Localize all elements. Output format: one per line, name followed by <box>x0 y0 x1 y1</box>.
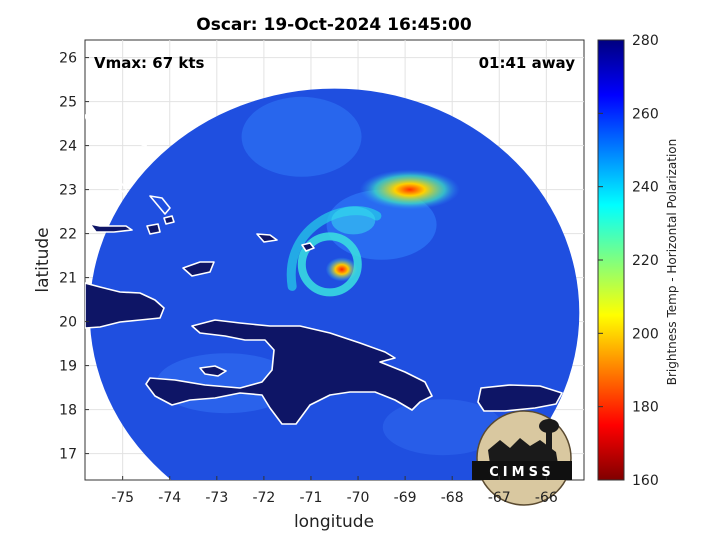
x-tick-label: -70 <box>347 490 370 506</box>
puerto-rico-coast <box>477 384 563 412</box>
x-tick-label: -73 <box>205 490 228 506</box>
x-tick-label: -72 <box>252 490 275 506</box>
colorbar-tick-label: 160 <box>632 473 659 489</box>
x-tick-label: -71 <box>300 490 323 506</box>
land-masses <box>85 114 573 425</box>
colorbar-tick-label: 200 <box>632 326 659 342</box>
y-tick-label: 21 <box>59 271 77 287</box>
y-tick-label: 19 <box>59 359 77 375</box>
bahamas-ragged <box>89 223 133 233</box>
y-axis-label: latitude <box>33 227 53 292</box>
inagua-island <box>182 261 215 277</box>
x-tick-label: -69 <box>394 490 417 506</box>
cuba-coast <box>85 282 165 329</box>
bahamas-islet <box>141 137 148 147</box>
x-tick-label: -66 <box>535 490 558 506</box>
eyewall <box>297 232 362 297</box>
y-tick-label: 23 <box>59 183 77 199</box>
convective-band-inner <box>331 206 376 235</box>
moisture-patch <box>241 96 362 177</box>
bahamas-crooked <box>163 215 175 225</box>
y-axis-ticks: 17 18 19 20 21 22 23 24 25 26 <box>59 51 89 463</box>
colorbar-tick-label: 220 <box>632 253 659 269</box>
chart-title: Oscar: 19-Oct-2024 16:45:00 <box>196 15 472 35</box>
hispaniola-coast <box>145 319 433 425</box>
y-tick-label: 20 <box>59 315 77 331</box>
x-tick-label: -75 <box>111 490 134 506</box>
colorbar-tick-label: 260 <box>632 106 659 122</box>
mayaguana-island <box>256 233 278 243</box>
convective-band-ne <box>359 169 460 210</box>
y-tick-label: 25 <box>59 95 77 111</box>
x-tick-label: -67 <box>488 490 511 506</box>
colorbar-tick-label: 180 <box>632 400 659 416</box>
x-tick-label: -74 <box>158 490 181 506</box>
y-tick-label: 18 <box>59 403 77 419</box>
y-tick-label: 24 <box>59 139 77 155</box>
bahamas-acklins <box>146 223 161 235</box>
x-tick-label: -68 <box>441 490 464 506</box>
virgin-islands <box>561 400 573 406</box>
bahamas-long <box>149 195 171 215</box>
logo-text: CIMSS <box>489 465 554 480</box>
bahamas-exuma <box>103 159 127 195</box>
gonave-island <box>199 365 227 377</box>
vmax-label: Vmax: 67 kts <box>94 54 204 72</box>
y-tick-label: 17 <box>59 447 77 463</box>
colorbar-tick-label: 240 <box>632 180 659 196</box>
y-tick-label: 22 <box>59 227 77 243</box>
x-axis-ticks: -75 -74 -73 -72 -71 -70 -69 -68 -67 -66 <box>111 476 558 506</box>
colorbar-label: Brightness Temp - Horizontal Polarizatio… <box>665 139 679 386</box>
moisture-patch <box>382 399 503 456</box>
cimss-logo: CIMSS <box>472 410 572 506</box>
caicos-island <box>301 242 315 252</box>
bahamas-andros <box>85 114 107 137</box>
x-axis-label: longitude <box>294 512 374 532</box>
y-tick-label: 26 <box>59 51 77 67</box>
colorbar-tick-label: 280 <box>632 33 659 49</box>
time-away-label: 01:41 away <box>479 54 576 72</box>
colorbar-ticks: 160 180 200 220 240 260 280 <box>598 33 659 489</box>
convective-core <box>325 257 358 282</box>
